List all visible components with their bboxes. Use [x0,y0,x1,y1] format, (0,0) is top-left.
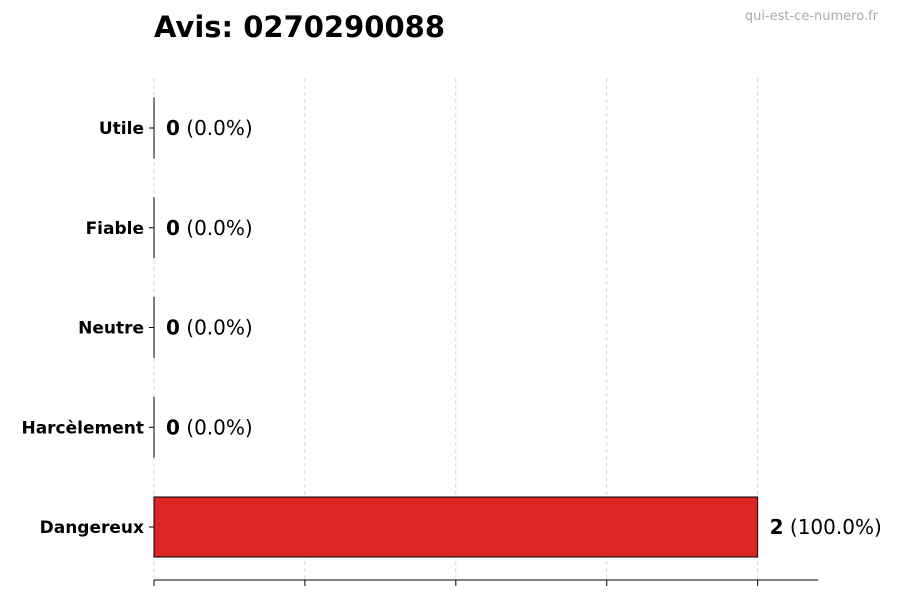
data-label-count: 0 [166,216,180,240]
data-label-count: 0 [166,415,180,439]
y-tick-label: Harcèlement [21,418,144,438]
data-label-percent: (0.0%) [180,316,253,340]
bar [153,496,759,558]
data-label-count: 0 [166,316,180,340]
data-label-percent: (0.0%) [180,116,253,140]
data-label-count: 0 [166,116,180,140]
data-label: 0 (0.0%) [166,216,253,240]
data-label: 0 (0.0%) [166,316,253,340]
y-tick-label: Fiable [86,219,144,239]
chart-title: Avis: 0270290088 [154,10,445,44]
y-tick-label: Dangereux [40,518,144,538]
data-label: 0 (0.0%) [166,415,253,439]
data-label: 2 (100.0%) [770,515,882,539]
watermark: qui-est-ce-numero.fr [744,9,878,24]
data-label-percent: (0.0%) [180,216,253,240]
data-label-count: 2 [770,515,784,539]
y-tick-label: Utile [99,119,144,139]
data-label-percent: (100.0%) [784,515,882,539]
data-label-percent: (0.0%) [180,415,253,439]
data-label: 0 (0.0%) [166,116,253,140]
y-tick-label: Neutre [78,319,144,339]
